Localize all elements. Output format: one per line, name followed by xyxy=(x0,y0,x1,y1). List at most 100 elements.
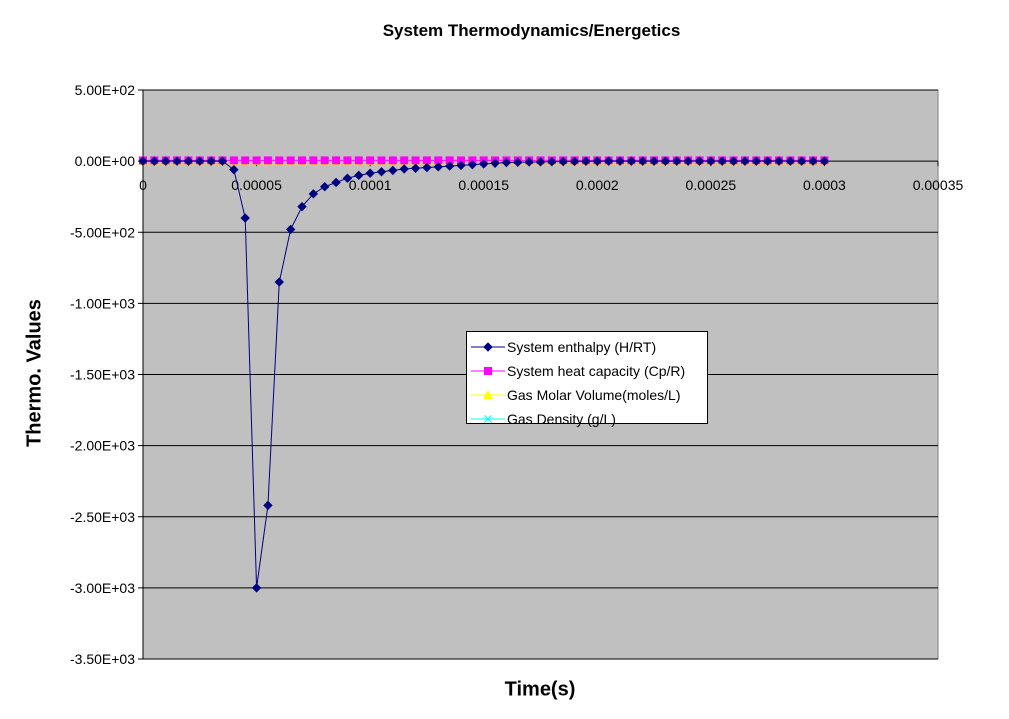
legend-item: Gas Molar Volume(moles/L) xyxy=(467,383,707,407)
data-point xyxy=(456,160,466,171)
data-point xyxy=(320,182,330,192)
x-tick-label: 0.00025 xyxy=(686,177,737,193)
y-tick-label: -3.50E+03 xyxy=(70,651,135,667)
x-tick-label: 0.00035 xyxy=(913,177,964,193)
y-axis-title: Thermo. Values xyxy=(23,299,46,447)
axis-layer: 5.00E+02 0.00E+00 -5.00E+02 -1.00E+03 -1.50E… xyxy=(70,82,964,667)
data-point xyxy=(558,156,568,167)
data-point xyxy=(615,156,625,166)
data-point xyxy=(342,173,353,183)
legend-label: System heat capacity (Cp/R) xyxy=(507,363,686,379)
data-point xyxy=(274,277,284,287)
legend-label: Gas Molar Volume(moles/L) xyxy=(507,387,681,403)
data-point xyxy=(774,156,784,166)
x-axis-title: Time(s) xyxy=(504,678,576,701)
data-point xyxy=(603,156,614,166)
data-point xyxy=(263,156,272,165)
legend-marker xyxy=(484,415,492,423)
data-point xyxy=(797,156,807,166)
data-point xyxy=(819,156,830,166)
data-point xyxy=(569,156,580,167)
data-point xyxy=(320,156,329,165)
data-point xyxy=(309,156,318,165)
data-point xyxy=(626,156,637,166)
data-point xyxy=(263,500,273,511)
y-tick-label: -2.50E+03 xyxy=(70,509,135,525)
data-point xyxy=(581,156,591,166)
data-point xyxy=(740,156,750,166)
data-point xyxy=(376,167,387,177)
data-point xyxy=(399,164,409,174)
x-tick-label: 0.00005 xyxy=(231,177,282,193)
data-point xyxy=(195,156,205,166)
data-point xyxy=(433,162,443,172)
data-point xyxy=(298,156,306,165)
data-point xyxy=(377,156,386,165)
data-point xyxy=(649,156,659,166)
legend-marker xyxy=(484,367,492,375)
data-point xyxy=(308,189,319,199)
data-point xyxy=(366,156,375,165)
data-point xyxy=(240,213,250,223)
series-layer xyxy=(138,156,830,593)
data-point xyxy=(172,156,182,166)
data-point xyxy=(513,157,523,167)
data-point xyxy=(138,156,148,166)
y-tick-label: 0.00E+00 xyxy=(75,153,136,169)
data-point xyxy=(535,157,546,167)
data-point xyxy=(672,156,682,166)
data-point xyxy=(354,156,363,165)
data-point xyxy=(410,163,421,173)
data-point xyxy=(706,156,716,166)
data-point xyxy=(343,156,352,165)
data-point xyxy=(251,583,262,593)
data-point xyxy=(762,156,773,166)
legend-marker xyxy=(483,342,493,352)
y-tick-label: 5.00E+02 xyxy=(75,82,136,98)
data-point xyxy=(206,156,216,166)
legend-key-icon xyxy=(467,412,507,426)
y-tick-label: -5.00E+02 xyxy=(70,224,135,240)
data-point xyxy=(149,156,160,166)
data-point xyxy=(524,157,534,167)
data-point xyxy=(161,156,171,166)
data-point xyxy=(694,156,705,166)
legend-key-icon xyxy=(467,388,507,402)
data-point xyxy=(683,156,693,166)
y-tick-label: -2.00E+03 xyxy=(70,438,135,454)
y-tick-label: -3.00E+03 xyxy=(70,580,135,596)
data-point xyxy=(388,156,397,165)
data-point xyxy=(728,156,739,166)
data-point xyxy=(297,201,307,212)
data-point xyxy=(808,156,818,166)
data-point xyxy=(638,156,648,166)
grid-layer xyxy=(143,89,938,660)
legend-item: System enthalpy (H/RT) xyxy=(467,335,707,359)
data-point xyxy=(785,156,796,166)
x-tick-label: 0.0001 xyxy=(349,177,392,193)
data-point xyxy=(592,156,602,166)
data-point xyxy=(183,156,194,166)
x-tick-label: 0.00015 xyxy=(458,177,509,193)
y-tick-label: -1.50E+03 xyxy=(70,367,135,383)
data-point xyxy=(241,156,250,165)
data-point xyxy=(422,162,432,173)
x-tick-label: 0 xyxy=(139,177,147,193)
data-point xyxy=(467,159,478,170)
data-point xyxy=(286,156,295,165)
legend-item: Gas Density (g/L) xyxy=(467,407,707,431)
data-point xyxy=(354,170,364,181)
data-point xyxy=(275,156,284,165)
chart-title: System Thermodynamics/Energetics xyxy=(382,21,681,40)
legend-marker xyxy=(483,389,493,399)
data-point xyxy=(229,156,238,165)
legend-item: System heat capacity (Cp/R) xyxy=(467,359,707,383)
data-point xyxy=(411,156,420,165)
x-tick-label: 0.0003 xyxy=(803,177,846,193)
legend-key-icon xyxy=(467,340,507,354)
data-point xyxy=(365,168,375,178)
data-point xyxy=(501,157,512,168)
data-point xyxy=(717,156,727,166)
y-tick-label: -1.00E+03 xyxy=(70,295,135,311)
data-point xyxy=(229,164,239,175)
